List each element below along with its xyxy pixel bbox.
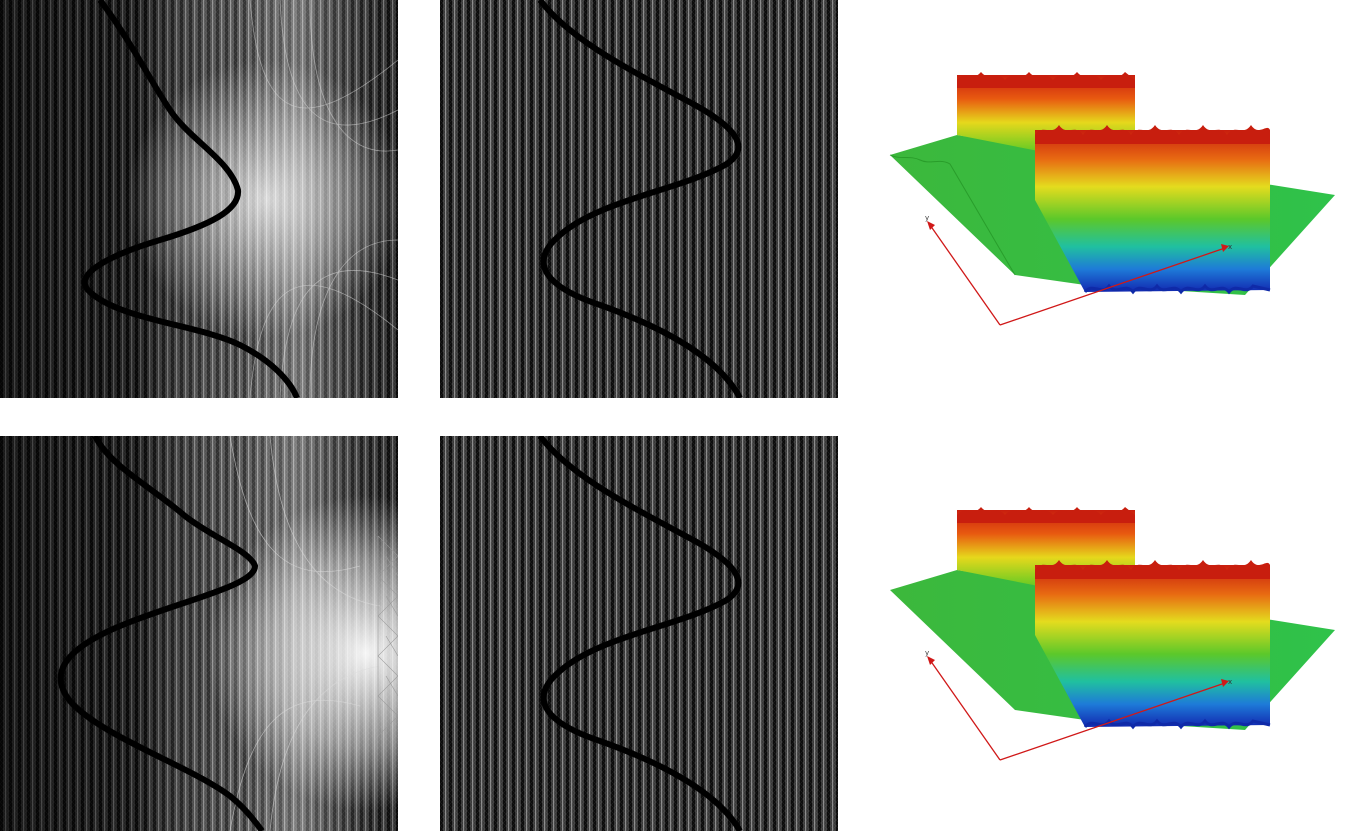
axis-arrows-bottom: y x: [925, 649, 1232, 761]
mesh-grading-lines: [249, 0, 398, 398]
surface-plot-top: y x: [889, 72, 1335, 326]
surface-front-wall-bottom: [1035, 565, 1270, 727]
x-axis-label-bottom: x: [1228, 678, 1232, 686]
mesh-graded-bottom: [0, 436, 398, 831]
mesh-panel-bottom-center: [440, 436, 838, 831]
mesh-uniform-bottom: [440, 436, 838, 831]
y-axis-label-bottom: y: [925, 649, 929, 657]
surface-front-wall: [1035, 130, 1270, 292]
front-curve-top-left: [81, 0, 300, 398]
surface-panel-bottom-right: y x: [885, 495, 1345, 775]
front-curve-bottom-left: [57, 436, 265, 831]
front-curve-bottom-center: [537, 436, 743, 831]
mesh-uniform-top: [440, 0, 838, 398]
mesh-graded-top: [0, 0, 398, 398]
surface-plot-bottom: y x: [890, 507, 1335, 761]
y-axis-label: y: [925, 214, 929, 222]
x-axis-label: x: [1228, 243, 1232, 251]
surface-panel-top-right: y x: [885, 60, 1345, 340]
mesh-panel-top-center: [440, 0, 838, 398]
axis-arrows: y x: [925, 214, 1232, 326]
mesh-panel-bottom-left: [0, 436, 398, 831]
mesh-grading-lines-bottom: [229, 436, 381, 831]
mesh-panel-top-left: [0, 0, 398, 398]
coarse-triangles: [377, 535, 398, 737]
front-curve-top-center: [537, 0, 743, 398]
